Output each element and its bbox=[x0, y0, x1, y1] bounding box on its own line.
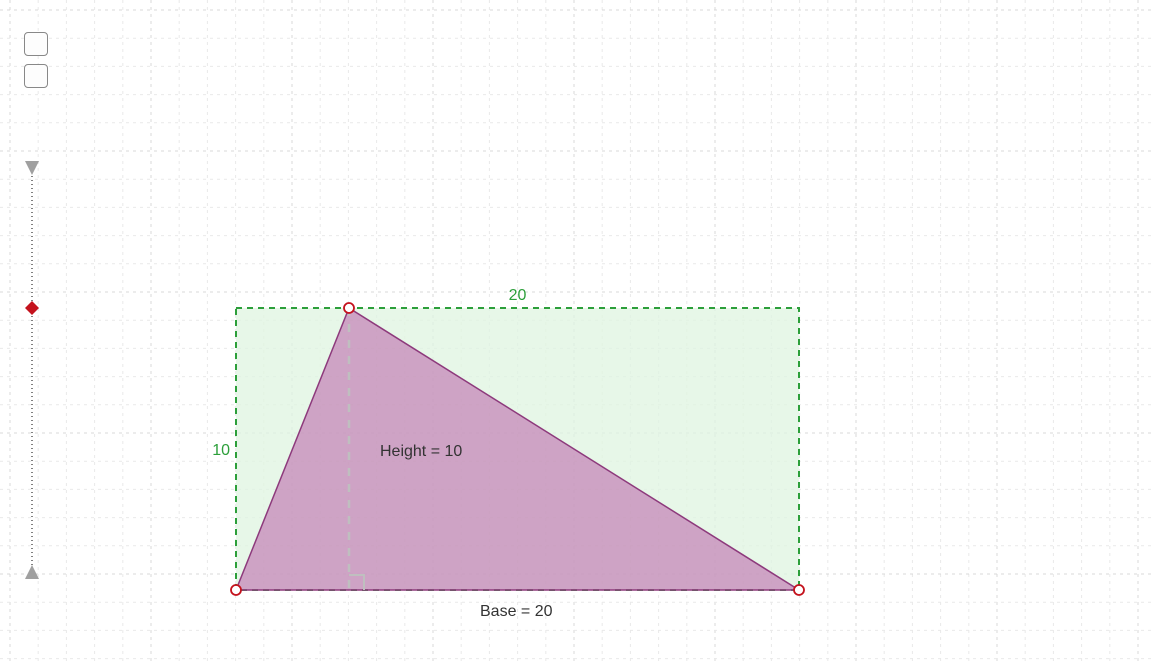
checkbox-1[interactable] bbox=[24, 32, 48, 56]
slider-layer bbox=[0, 0, 1155, 662]
slider-arrow-top-icon[interactable] bbox=[25, 161, 39, 175]
geometry-canvas: 20 10 Height = 10 Base = 20 bbox=[0, 0, 1155, 662]
checkbox-2[interactable] bbox=[24, 64, 48, 88]
slider-arrow-bottom-icon[interactable] bbox=[25, 565, 39, 579]
slider-handle[interactable] bbox=[25, 301, 39, 315]
